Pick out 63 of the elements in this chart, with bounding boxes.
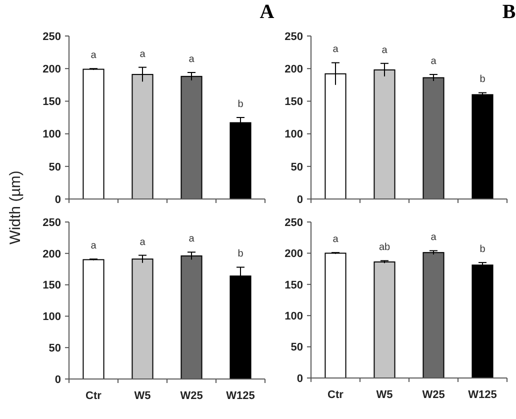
annotation: a: [140, 48, 146, 60]
bar: [472, 264, 494, 378]
annotation: ab: [378, 242, 390, 254]
y-tick-label: 150: [42, 96, 61, 108]
x-tick-label: W25: [422, 389, 445, 401]
y-tick-label: 50: [48, 342, 61, 354]
bar: [132, 258, 154, 380]
x-tick-label: Ctr: [328, 389, 344, 401]
bar: [180, 255, 202, 380]
bar: [422, 252, 444, 378]
y-tick-label: 250: [42, 30, 61, 43]
y-tick-label: 0: [296, 194, 303, 206]
bar: [82, 259, 104, 380]
annotation: a: [188, 54, 195, 66]
y-tick-label: 100: [284, 128, 303, 141]
annotation: b: [480, 244, 486, 256]
annotation: a: [332, 44, 339, 56]
annotation: a: [430, 56, 437, 67]
annotation: a: [430, 232, 437, 244]
annotation: b: [238, 248, 244, 260]
x-tick-label: W125: [226, 390, 255, 402]
annotation: a: [90, 50, 97, 62]
y-tick-label: 0: [296, 372, 303, 385]
y-tick-label: 200: [284, 63, 303, 76]
x-tick-label: W25: [180, 390, 203, 402]
bar: [82, 68, 104, 200]
y-tick-label: 200: [42, 248, 61, 260]
y-tick-label: 200: [42, 63, 61, 76]
x-tick-label: W125: [468, 389, 497, 401]
x-tick-label: Ctr: [86, 390, 102, 402]
x-tick-label: W5: [376, 389, 393, 401]
bar: [472, 94, 494, 200]
y-tick-label: 150: [284, 279, 303, 292]
chart-title: A: [260, 1, 275, 23]
y-tick-label: 50: [48, 161, 61, 174]
bar: [374, 261, 396, 378]
y-tick-label: 250: [42, 216, 61, 229]
bar: [230, 122, 252, 200]
y-tick-label: 0: [54, 374, 61, 386]
annotation: b: [238, 99, 244, 110]
y-tick-label: 50: [290, 161, 303, 174]
chart-title: B: [502, 1, 516, 23]
annotation: b: [480, 74, 486, 86]
y-tick-label: 200: [284, 248, 303, 260]
y-tick-label: 250: [284, 216, 303, 229]
annotation: a: [332, 234, 339, 246]
y-tick-label: 150: [284, 96, 303, 108]
bar: [422, 77, 444, 200]
annotation: a: [140, 236, 146, 248]
annotation: a: [90, 240, 97, 252]
bar: [180, 76, 202, 200]
y-tick-label: 100: [42, 128, 61, 141]
annotation: a: [382, 44, 388, 56]
y-axis-title: Width (µm): [7, 170, 24, 244]
bar: [324, 252, 346, 378]
y-tick-label: 0: [54, 194, 61, 206]
x-tick-label: W5: [134, 390, 151, 402]
y-tick-label: 250: [284, 30, 303, 43]
y-tick-label: 100: [42, 311, 61, 324]
y-tick-label: 100: [284, 310, 303, 322]
annotation: a: [188, 234, 195, 245]
y-tick-label: 50: [290, 342, 303, 354]
y-tick-label: 150: [42, 280, 61, 292]
